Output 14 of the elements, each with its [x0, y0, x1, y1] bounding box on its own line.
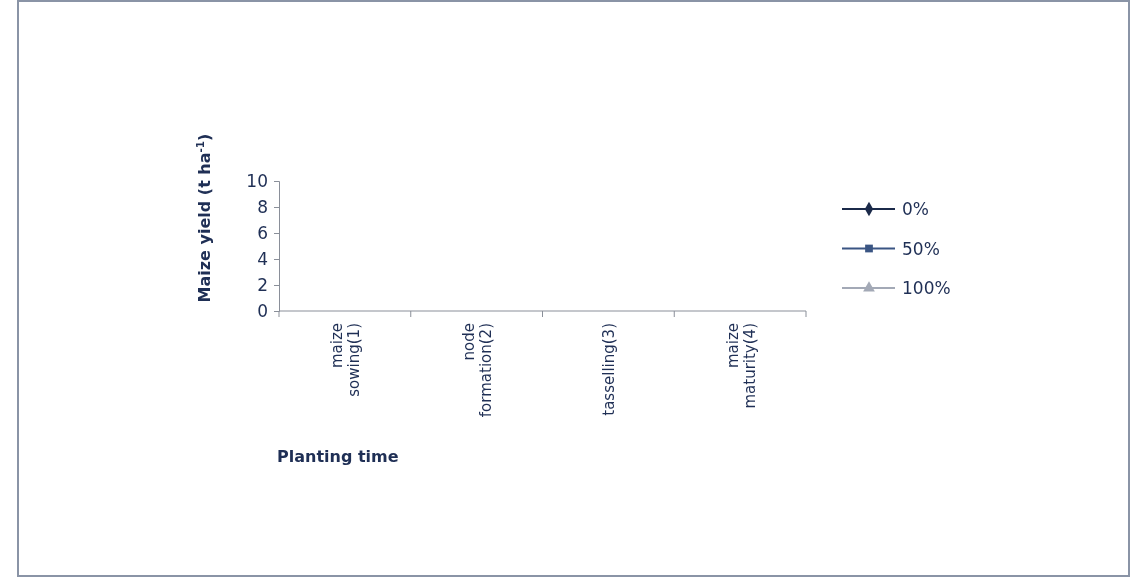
- x-tick-label: maize sowing(1): [328, 323, 364, 397]
- y-tick-label: 10: [246, 170, 268, 191]
- y-tick-label: 0: [257, 300, 268, 321]
- y-tick-label: 6: [257, 222, 268, 243]
- y-tick-label: 2: [257, 274, 268, 295]
- y-tick-label: 4: [257, 248, 268, 269]
- x-axis-title: Planting time: [277, 447, 399, 466]
- legend-label: 0%: [902, 199, 929, 219]
- x-tick-label: tasselling(3): [600, 323, 619, 416]
- x-tick-label: node formation(2): [460, 323, 496, 418]
- legend-label: 100%: [902, 278, 951, 298]
- legend-label: 50%: [902, 238, 940, 259]
- y-tick-label: 8: [257, 196, 268, 217]
- x-tick-label: maize maturity(4): [723, 323, 759, 409]
